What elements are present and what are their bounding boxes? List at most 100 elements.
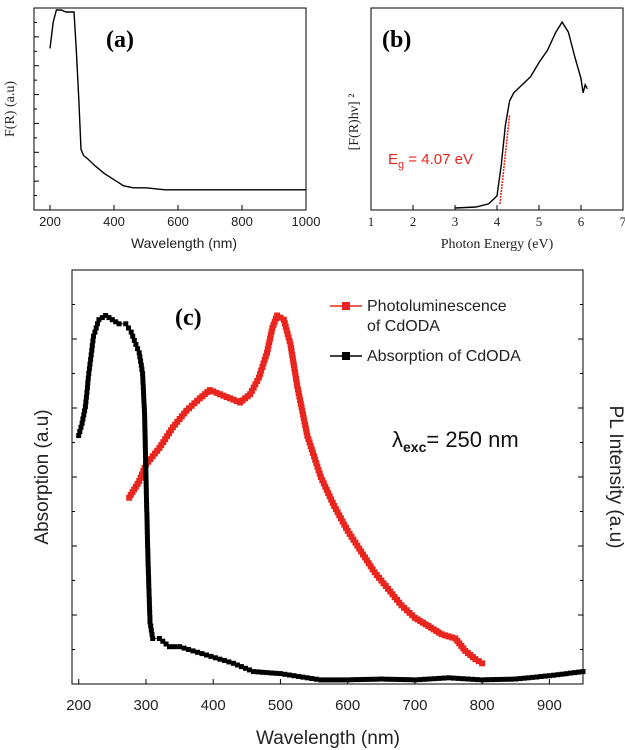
data-point [300, 674, 306, 680]
data-point [264, 349, 270, 356]
data-point [195, 649, 200, 655]
data-point [301, 418, 308, 425]
data-point [160, 638, 166, 644]
data-point [402, 677, 408, 683]
x-tick-label: 200 [66, 697, 91, 714]
data-point [291, 365, 298, 372]
data-point [303, 429, 310, 436]
data-point [294, 382, 301, 389]
data-point [313, 676, 319, 682]
data-point [143, 483, 149, 489]
data-point [138, 471, 145, 478]
data-point [147, 615, 153, 620]
data-point [364, 676, 370, 682]
data-point [96, 317, 102, 323]
data-point [143, 492, 149, 498]
data-point [140, 384, 146, 390]
x-tick-label: 5 [536, 214, 543, 229]
data-point [441, 675, 447, 681]
data-point [126, 325, 131, 331]
data-point [148, 623, 154, 629]
data-point [206, 387, 213, 394]
data-point [135, 346, 141, 352]
data-point [295, 673, 301, 679]
data-point [484, 677, 490, 683]
data-point [130, 333, 136, 339]
data-point [148, 627, 154, 633]
data-point [142, 421, 148, 427]
series-photoluminescence [126, 312, 486, 667]
data-point [163, 641, 169, 647]
data-point [313, 460, 320, 467]
data-point [288, 348, 295, 355]
chart-a-xlabel: Wavelength (nm) [131, 235, 237, 251]
x-tick-label: 200 [39, 214, 61, 229]
data-point [177, 644, 183, 650]
data-point [250, 384, 257, 391]
data-point [513, 676, 519, 682]
chart-a-ticks: 200 400 600 800 1000 [34, 21, 321, 229]
data-point [297, 400, 304, 407]
data-point [572, 670, 578, 676]
data-point [383, 676, 389, 682]
x-tick-label: 300 [133, 697, 158, 714]
data-point [261, 356, 268, 363]
data-point [517, 676, 523, 682]
data-point [144, 506, 150, 512]
legend-entry: Photoluminescence of CdODA [330, 298, 507, 335]
data-point [142, 447, 148, 453]
data-point [146, 588, 152, 594]
data-point [317, 474, 324, 480]
data-point [448, 634, 455, 641]
data-point [145, 557, 151, 563]
data-point [144, 497, 149, 503]
data-point [479, 677, 485, 683]
data-point [92, 329, 98, 335]
data-point [82, 404, 88, 410]
data-point [141, 389, 146, 395]
data-point [295, 386, 301, 393]
chart-a-series-line [49, 9, 306, 191]
data-point [284, 330, 291, 337]
data-point [260, 360, 267, 367]
data-point [145, 570, 151, 576]
data-point [83, 394, 89, 400]
data-point [204, 652, 209, 658]
data-point [332, 506, 339, 513]
data-point [227, 395, 233, 402]
data-point [257, 371, 264, 378]
data-point [265, 342, 272, 349]
chart-c-xlabel: Wavelength (nm) [256, 728, 400, 749]
chart-c: 200 300 400 500 600 700 800 900 Absorption (a.u… [32, 269, 625, 749]
data-point [305, 436, 312, 443]
data-point [252, 381, 259, 388]
data-point [95, 321, 100, 327]
data-point [282, 671, 288, 677]
chart-a-ylabel: F(R) (a.u) [3, 81, 18, 137]
data-point [292, 372, 299, 379]
data-point [156, 636, 162, 641]
legend-entry: Absorption of CdODA [330, 348, 521, 365]
data-point [81, 412, 87, 418]
data-point [302, 425, 309, 432]
data-point [422, 676, 427, 682]
chart-c-ylabel: Absorption (a.u) [32, 409, 53, 544]
data-point [143, 470, 149, 476]
data-point [576, 669, 582, 675]
data-point [230, 660, 236, 666]
data-point [431, 676, 437, 682]
data-point [181, 645, 187, 651]
data-point [312, 456, 319, 463]
data-point [393, 676, 399, 682]
data-point [494, 677, 500, 682]
data-point [142, 434, 148, 440]
chart-c-legend: Photoluminescence of CdODA Absorption of C… [330, 298, 521, 365]
data-point [286, 672, 292, 678]
data-point [103, 313, 109, 318]
x-tick-label: 1000 [292, 214, 321, 229]
data-point [479, 660, 486, 667]
data-point [292, 369, 298, 376]
data-point [243, 665, 248, 671]
data-point [266, 339, 273, 346]
